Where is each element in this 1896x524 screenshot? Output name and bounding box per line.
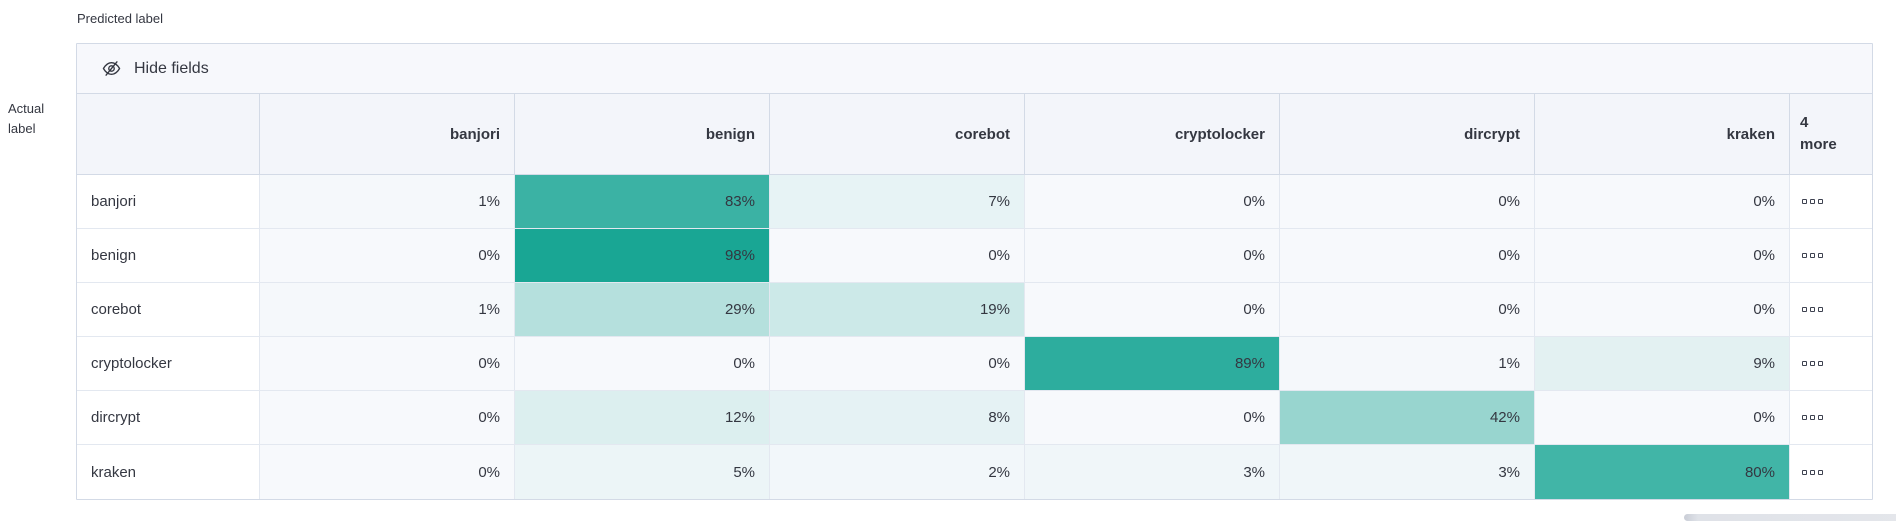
cell-corebot-corebot[interactable]: 19% [770, 283, 1025, 336]
cell-cryptolocker-kraken[interactable]: 9% [1535, 337, 1790, 390]
cell-dircrypt-corebot[interactable]: 8% [770, 391, 1025, 444]
cell-benign-benign[interactable]: 98% [515, 229, 770, 282]
cell-banjori-kraken[interactable]: 0% [1535, 175, 1790, 228]
cell-dircrypt-kraken[interactable]: 0% [1535, 391, 1790, 444]
cell-cryptolocker-cryptolocker[interactable]: 89% [1025, 337, 1280, 390]
cell-corebot-dircrypt[interactable]: 0% [1280, 283, 1535, 336]
eye-closed-icon [102, 59, 121, 78]
cell-dircrypt-banjori[interactable]: 0% [260, 391, 515, 444]
cell-cryptolocker-benign[interactable]: 0% [515, 337, 770, 390]
cell-corebot-benign[interactable]: 29% [515, 283, 770, 336]
cell-banjori-dircrypt[interactable]: 0% [1280, 175, 1535, 228]
table-row-benign: benign 0% 98% 0% 0% 0% 0% [77, 229, 1872, 283]
boxes-icon [1802, 415, 1823, 420]
predicted-label-caption: Predicted label [77, 11, 163, 26]
column-header-dircrypt[interactable]: dircrypt [1280, 94, 1535, 174]
column-header-more[interactable]: 4 more [1800, 113, 1837, 154]
boxes-icon [1802, 253, 1823, 258]
boxes-icon [1802, 199, 1823, 204]
cell-dircrypt-cryptolocker[interactable]: 0% [1025, 391, 1280, 444]
boxes-icon [1802, 307, 1823, 312]
cell-kraken-benign[interactable]: 5% [515, 445, 770, 499]
hide-fields-label: Hide fields [134, 59, 209, 77]
grid-toolbar: Hide fields [77, 44, 1872, 94]
cell-kraken-banjori[interactable]: 0% [260, 445, 515, 499]
cell-benign-kraken[interactable]: 0% [1535, 229, 1790, 282]
boxes-icon [1802, 361, 1823, 366]
cell-benign-cryptolocker[interactable]: 0% [1025, 229, 1280, 282]
row-label-cryptolocker: cryptolocker [77, 337, 260, 390]
cell-corebot-more[interactable] [1790, 283, 1872, 336]
cell-cryptolocker-dircrypt[interactable]: 1% [1280, 337, 1535, 390]
confusion-matrix-grid: Hide fields banjori benign corebot cryptolo… [76, 43, 1873, 500]
cell-kraken-dircrypt[interactable]: 3% [1280, 445, 1535, 499]
cell-banjori-more[interactable] [1790, 175, 1872, 228]
cell-banjori-benign[interactable]: 83% [515, 175, 770, 228]
column-header-banjori[interactable]: banjori [260, 94, 515, 174]
column-header-blank [77, 94, 260, 174]
row-label-corebot: corebot [77, 283, 260, 336]
hide-fields-button[interactable]: Hide fields [102, 59, 209, 78]
cell-dircrypt-dircrypt[interactable]: 42% [1280, 391, 1535, 444]
row-label-dircrypt: dircrypt [77, 391, 260, 444]
cell-corebot-cryptolocker[interactable]: 0% [1025, 283, 1280, 336]
cell-kraken-cryptolocker[interactable]: 3% [1025, 445, 1280, 499]
row-label-kraken: kraken [77, 445, 260, 499]
cell-benign-corebot[interactable]: 0% [770, 229, 1025, 282]
cell-benign-dircrypt[interactable]: 0% [1280, 229, 1535, 282]
cell-corebot-kraken[interactable]: 0% [1535, 283, 1790, 336]
cell-benign-more[interactable] [1790, 229, 1872, 282]
grid-body: banjori 1% 83% 7% 0% 0% 0% benign 0% 98% 0% 0% 0% 0% c… [77, 175, 1872, 499]
cell-kraken-corebot[interactable]: 2% [770, 445, 1025, 499]
row-label-benign: benign [77, 229, 260, 282]
row-label-banjori: banjori [77, 175, 260, 228]
table-row-dircrypt: dircrypt 0% 12% 8% 0% 42% 0% [77, 391, 1872, 445]
cell-kraken-more[interactable] [1790, 445, 1872, 499]
cell-dircrypt-benign[interactable]: 12% [515, 391, 770, 444]
actual-label-caption: Actual label [8, 101, 45, 137]
table-row-banjori: banjori 1% 83% 7% 0% 0% 0% [77, 175, 1872, 229]
cell-corebot-banjori[interactable]: 1% [260, 283, 515, 336]
cell-banjori-cryptolocker[interactable]: 0% [1025, 175, 1280, 228]
column-header-benign[interactable]: benign [515, 94, 770, 174]
column-header-cryptolocker[interactable]: cryptolocker [1025, 94, 1280, 174]
table-row-corebot: corebot 1% 29% 19% 0% 0% 0% [77, 283, 1872, 337]
cell-dircrypt-more[interactable] [1790, 391, 1872, 444]
cell-kraken-kraken[interactable]: 80% [1535, 445, 1790, 499]
cell-cryptolocker-corebot[interactable]: 0% [770, 337, 1025, 390]
cell-cryptolocker-banjori[interactable]: 0% [260, 337, 515, 390]
cell-banjori-banjori[interactable]: 1% [260, 175, 515, 228]
table-row-cryptolocker: cryptolocker 0% 0% 0% 89% 1% 9% [77, 337, 1872, 391]
boxes-icon [1802, 469, 1823, 475]
table-row-kraken: kraken 0% 5% 2% 3% 3% 80% [77, 445, 1872, 499]
grid-header-row: banjori benign corebot cryptolocker dircrypt… [77, 94, 1872, 175]
cell-cryptolocker-more[interactable] [1790, 337, 1872, 390]
horizontal-scrollbar-thumb[interactable] [1684, 514, 1896, 521]
cell-banjori-corebot[interactable]: 7% [770, 175, 1025, 228]
column-header-corebot[interactable]: corebot [770, 94, 1025, 174]
cell-benign-banjori[interactable]: 0% [260, 229, 515, 282]
column-header-kraken[interactable]: kraken [1535, 94, 1790, 174]
